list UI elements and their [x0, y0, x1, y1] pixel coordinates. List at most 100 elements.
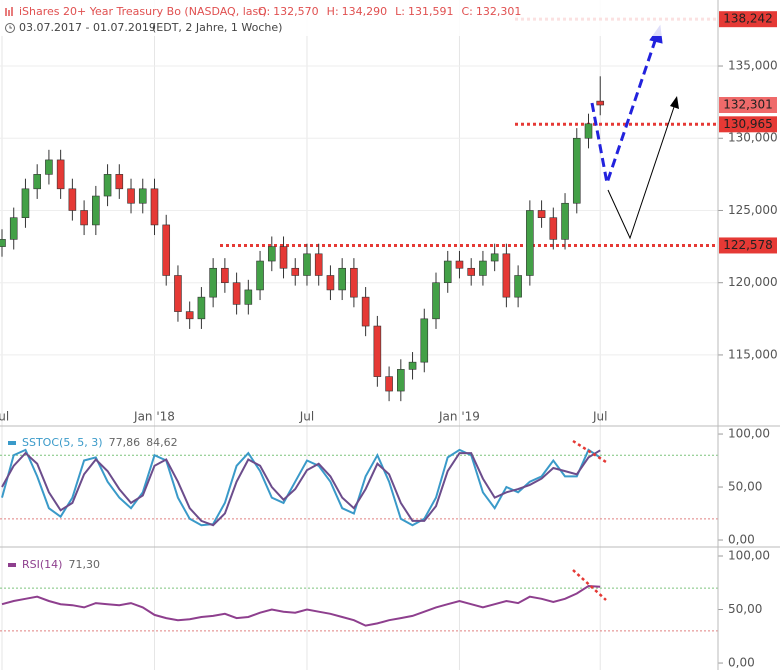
legend-value: 84,62	[146, 436, 178, 449]
price-box	[719, 237, 777, 254]
price-box-label: 122,578	[723, 238, 773, 252]
x-tick-label: Jan '19	[438, 410, 480, 424]
y-tick-label: 0,00	[728, 533, 755, 547]
candle-body	[397, 369, 405, 392]
candle-body	[0, 239, 6, 247]
chart-title: iShares 20+ Year Treasury Bo (NASDAQ, la…	[19, 5, 267, 18]
candle-body	[127, 188, 135, 204]
candle-body	[549, 217, 558, 240]
x-tick-label: Jan '18	[133, 410, 175, 424]
legend-swatch	[8, 441, 16, 445]
indicator-line	[1, 584, 601, 627]
header-bg	[0, 0, 716, 36]
candle-body	[479, 260, 487, 276]
candle-body	[138, 188, 147, 204]
ohlc-value: 132,301	[476, 5, 522, 18]
candle-body	[33, 174, 41, 190]
candle-body	[385, 376, 393, 392]
y-tick-label: 50,00	[728, 480, 762, 494]
price-box	[719, 116, 777, 133]
divergence-line	[572, 439, 607, 464]
ohlc-value: 131,591	[408, 5, 454, 18]
candle-body	[326, 275, 335, 291]
candle-body	[526, 210, 534, 276]
candle-body	[92, 195, 100, 226]
candle-body	[291, 267, 300, 276]
price-box	[719, 11, 777, 28]
ohlc-info: O: 132,570 H: 134,290 L: 131,591 C: 132,301	[258, 5, 521, 18]
candle-body	[314, 253, 323, 276]
candle-body	[221, 267, 229, 284]
price-box-label: 132,301	[723, 98, 773, 112]
y-tick-label: 135,000	[728, 59, 778, 73]
x-tick-label: Jul	[592, 410, 607, 424]
forecast-arrow	[590, 37, 658, 189]
y-tick-label: 100,00	[728, 427, 770, 441]
scenario-arrow	[607, 103, 676, 240]
annotations	[572, 24, 679, 601]
candle-body	[115, 174, 124, 190]
candle-body	[350, 267, 358, 298]
candle-body	[21, 188, 30, 219]
candle-body	[467, 267, 475, 276]
candle-body	[162, 224, 171, 276]
header-icon	[5, 7, 15, 33]
ohlc-name: H:	[327, 5, 339, 18]
chart-subtitle: 03.07.2017 - 01.07.2019	[19, 21, 156, 34]
candle-body	[232, 282, 241, 305]
candle-body	[9, 217, 18, 240]
price-box-label: 130,965	[723, 117, 773, 131]
legend-label: SSTOC(5, 5, 3)	[22, 436, 103, 449]
candle-body	[514, 275, 522, 298]
candle-body	[455, 260, 464, 269]
candle-body	[584, 123, 593, 139]
legend-label: RSI(14)	[22, 558, 62, 571]
candle-body	[150, 188, 159, 226]
candle-body	[244, 289, 253, 305]
x-tick-label: Jul	[0, 410, 9, 424]
candle-body	[174, 275, 182, 312]
y-tick-label: 125,000	[728, 203, 778, 217]
candle-body	[56, 159, 65, 190]
ohlc-value: 134,290	[342, 5, 388, 18]
legend-swatch	[8, 563, 16, 567]
candle-body	[256, 260, 264, 291]
candle-body	[80, 210, 88, 226]
candle-body	[279, 246, 288, 269]
candle-body	[209, 267, 217, 298]
ohlc-name: O:	[258, 5, 270, 18]
candle-body	[103, 174, 112, 197]
y-tick-label: 120,000	[728, 275, 778, 289]
candle-body	[596, 100, 605, 106]
candle-body	[490, 253, 499, 262]
candle-body	[68, 188, 77, 211]
indicator-line	[1, 448, 601, 527]
candle-body	[303, 253, 311, 276]
candle-body	[45, 159, 53, 175]
x-tick-label: Jul	[299, 410, 314, 424]
price-box-label: 138,242	[723, 12, 773, 26]
candle-body	[420, 318, 429, 363]
arrow-head	[670, 96, 679, 109]
candle-body	[361, 296, 370, 327]
y-tick-label: 50,00	[728, 602, 762, 616]
candle-body	[572, 137, 581, 204]
y-tick-label: 115,000	[728, 347, 778, 361]
divergence-line	[572, 569, 607, 601]
candle-body	[408, 361, 417, 370]
ohlc-name: L:	[395, 5, 405, 18]
candle-body	[561, 202, 569, 240]
candle-body	[432, 282, 440, 320]
price-box	[719, 97, 777, 114]
y-tick-label: 130,000	[728, 131, 778, 145]
legend-value: 71,30	[68, 558, 100, 571]
legend-value: 77,86	[109, 436, 141, 449]
chart-subtitle-note: (EDT, 2 Jahre, 1 Woche)	[152, 21, 282, 34]
ohlc-name: C:	[462, 5, 473, 18]
indicator-line	[1, 449, 601, 527]
candle-body	[373, 325, 382, 377]
candle-body	[338, 267, 346, 291]
y-tick-label: 100,00	[728, 548, 770, 562]
candle-body	[537, 210, 546, 219]
